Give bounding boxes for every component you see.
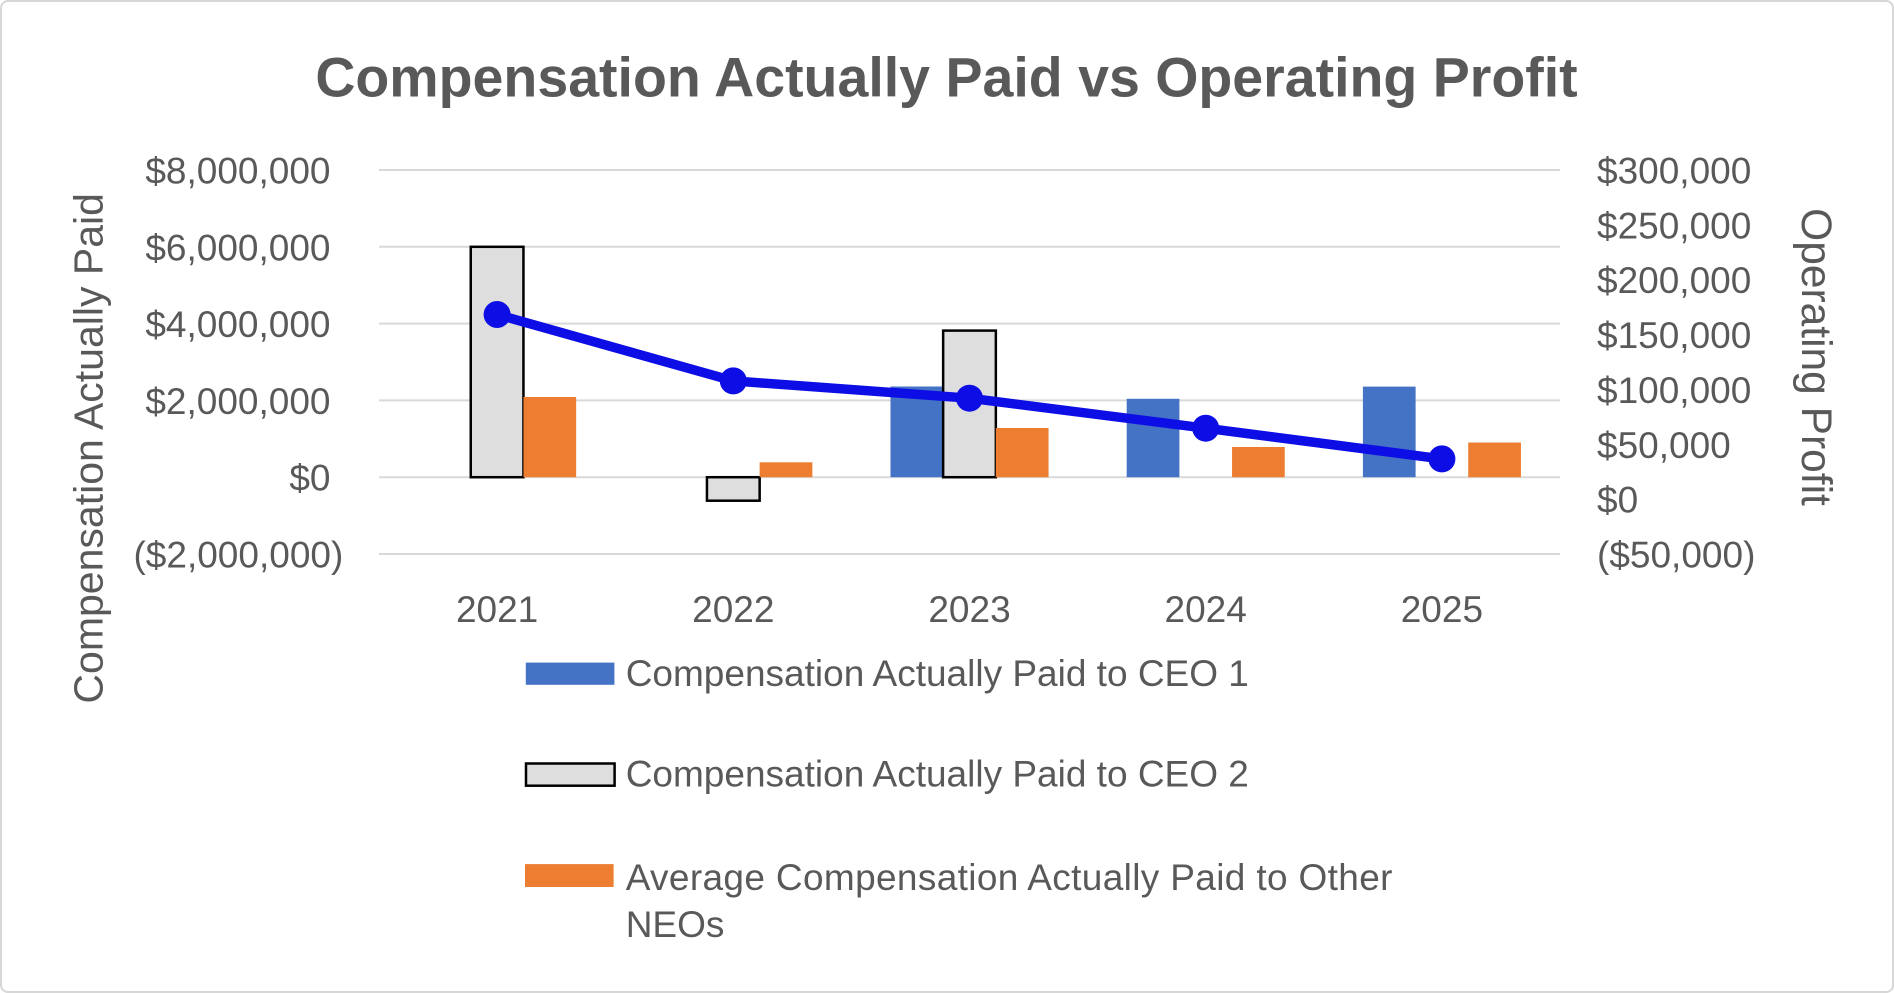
- svg-text:$0: $0: [1597, 480, 1638, 521]
- svg-text:$250,000: $250,000: [1597, 205, 1751, 246]
- svg-text:Operating Profit: Operating Profit: [1792, 208, 1839, 506]
- svg-text:Compensation Actually Paid to: Compensation Actually Paid to CEO 2: [626, 754, 1249, 795]
- svg-text:($50,000): ($50,000): [1597, 535, 1755, 576]
- svg-text:Compensation Actually Paid to: Compensation Actually Paid to CEO 1: [626, 653, 1249, 694]
- svg-text:2022: 2022: [692, 589, 774, 630]
- svg-text:$300,000: $300,000: [1597, 151, 1751, 192]
- svg-text:$0: $0: [289, 458, 330, 499]
- svg-text:($2,000,000): ($2,000,000): [133, 535, 343, 576]
- svg-text:$8,000,000: $8,000,000: [145, 151, 330, 192]
- svg-text:Compensation Actually Paid vs: Compensation Actually Paid vs Operating …: [315, 47, 1577, 109]
- svg-text:2021: 2021: [456, 589, 538, 630]
- svg-text:Average Compensation Actually: Average Compensation Actually Paid to Ot…: [626, 857, 1393, 898]
- svg-text:$100,000: $100,000: [1597, 370, 1751, 411]
- svg-text:NEOs: NEOs: [626, 904, 725, 945]
- svg-text:$2,000,000: $2,000,000: [145, 381, 330, 422]
- svg-text:$200,000: $200,000: [1597, 260, 1751, 301]
- svg-text:Compensation Actually Paid: Compensation Actually Paid: [65, 193, 111, 704]
- svg-text:$50,000: $50,000: [1597, 425, 1731, 466]
- svg-text:$6,000,000: $6,000,000: [145, 227, 330, 268]
- svg-text:2025: 2025: [1401, 589, 1483, 630]
- svg-text:2024: 2024: [1165, 589, 1247, 630]
- svg-text:$150,000: $150,000: [1597, 315, 1751, 356]
- svg-text:$4,000,000: $4,000,000: [145, 304, 330, 345]
- svg-text:2023: 2023: [928, 589, 1010, 630]
